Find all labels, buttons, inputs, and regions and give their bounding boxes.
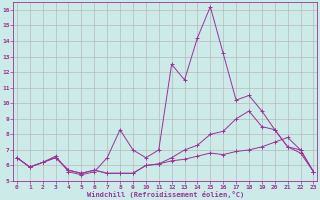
X-axis label: Windchill (Refroidissement éolien,°C): Windchill (Refroidissement éolien,°C) — [87, 191, 244, 198]
